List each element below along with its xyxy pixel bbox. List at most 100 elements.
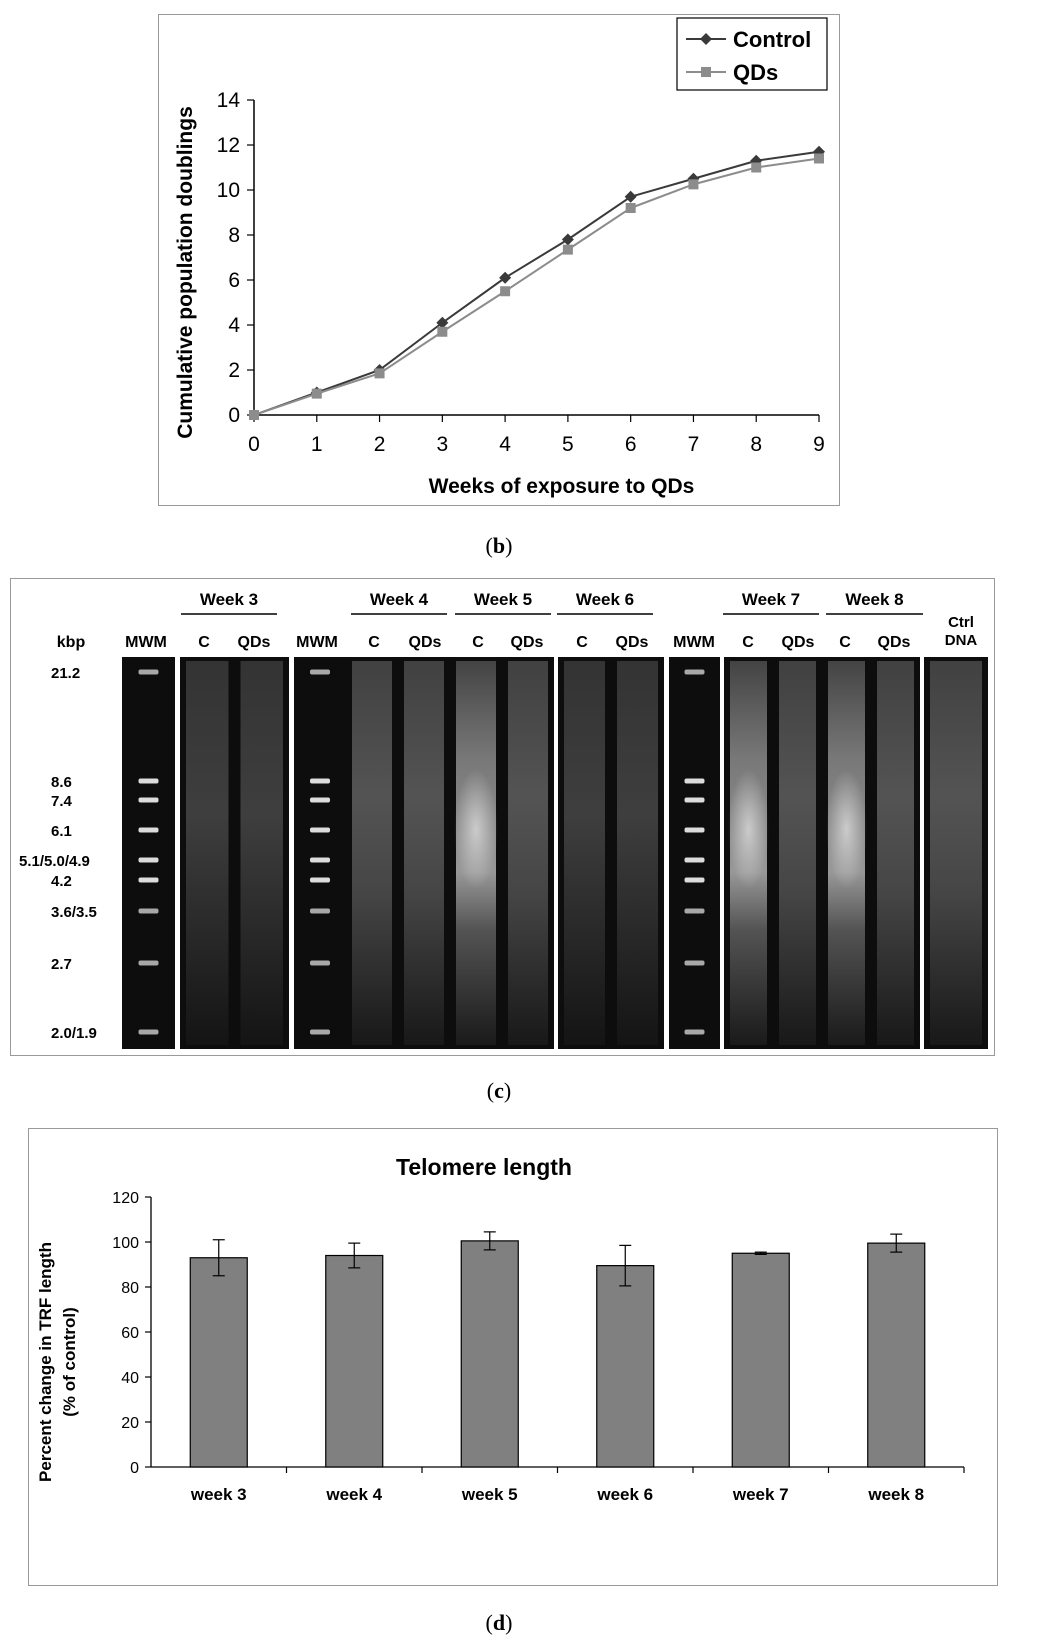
x-tick-label: 6 xyxy=(625,433,637,456)
lane-label: MWM xyxy=(673,634,715,651)
ladder-band xyxy=(138,877,159,883)
bar xyxy=(596,1265,655,1468)
ladder-band xyxy=(310,1029,330,1035)
series-control xyxy=(248,145,825,421)
y-tick-label: 0 xyxy=(228,404,240,427)
x-tick-label: 2 xyxy=(374,433,386,456)
data-point-square xyxy=(374,368,385,379)
caption-d: (d) xyxy=(485,1610,513,1635)
gel-block xyxy=(180,657,289,1049)
ladder-band xyxy=(138,1029,159,1035)
legend-box xyxy=(676,17,828,91)
x-tick-label: 3 xyxy=(436,433,448,456)
data-point-diamond xyxy=(624,190,637,203)
y-tick-label: 120 xyxy=(112,1190,139,1207)
ladder-size-label: 4.2 xyxy=(51,873,72,890)
gel-block xyxy=(558,657,664,1049)
category-label: week 3 xyxy=(190,1485,247,1504)
dna-smear xyxy=(877,661,914,1045)
lane-label: C xyxy=(839,634,851,651)
ladder-size-label: 2.0/1.9 xyxy=(51,1025,97,1042)
category-label: week 4 xyxy=(325,1485,382,1504)
data-point-square xyxy=(814,153,824,164)
dna-smear xyxy=(930,661,982,1045)
ladder-band xyxy=(138,669,159,675)
caption-b: (b) xyxy=(485,533,513,558)
group-label: Week 7 xyxy=(742,590,800,609)
ladder-size-label: 2.7 xyxy=(51,956,72,973)
ladder-band xyxy=(684,908,705,914)
dna-smear xyxy=(617,661,658,1045)
group-label: Week 3 xyxy=(200,590,258,609)
panel-c-gel-image: Week 3 Week 4 Week 5 Week 6 Week 7 Week 8 kbp M… xyxy=(10,578,995,1056)
ladder-band xyxy=(138,857,159,863)
y-tick-label: 0 xyxy=(130,1460,139,1477)
panel-d-bar-chart: Telomere length 0 20 40 60 80 100 120 week 3 week… xyxy=(28,1128,998,1586)
dna-smear xyxy=(404,661,444,1045)
ladder-size-label: 7.4 xyxy=(51,793,73,810)
category-label: week 6 xyxy=(596,1485,653,1504)
ladder-band xyxy=(310,960,330,966)
y-tick-label: 12 xyxy=(217,134,240,157)
y-tick-label: 8 xyxy=(228,224,240,247)
ladder-size-label: 6.1 xyxy=(51,823,72,840)
bar xyxy=(460,1240,519,1468)
ladder-band xyxy=(684,857,705,863)
data-point-square xyxy=(751,162,762,173)
data-point-square xyxy=(249,410,259,420)
ladder-size-label: 3.6/3.5 xyxy=(51,904,97,921)
ladder-band xyxy=(310,857,330,863)
ladder-size-label: 21.2 xyxy=(51,665,80,682)
group-label: Week 5 xyxy=(474,590,532,609)
x-tick-label: 1 xyxy=(311,433,323,456)
x-tick-label: 9 xyxy=(813,433,825,456)
lane-label: C xyxy=(742,634,754,651)
y-tick-label: 2 xyxy=(228,359,240,382)
panel-b-line-chart: 0 2 4 6 8 10 12 14 0 1 2 3 4 5 6 7 8 9 Weeks of exposure t… xyxy=(158,14,840,506)
ctrl-dna-label: Ctrl xyxy=(948,614,974,631)
dna-smear-glow xyxy=(826,769,867,889)
gel-block xyxy=(669,657,720,1049)
y-tick-label: 100 xyxy=(112,1235,139,1252)
ladder-band xyxy=(138,908,159,914)
dna-smear xyxy=(508,661,548,1045)
x-tick-label: 7 xyxy=(688,433,700,456)
ladder-band xyxy=(310,877,330,883)
chart-title: Telomere length xyxy=(396,1154,572,1180)
data-point-diamond xyxy=(700,33,712,45)
ladder-band xyxy=(684,1029,705,1035)
x-axis-label: Weeks of exposure to QDs xyxy=(429,475,695,498)
x-tick-label: 8 xyxy=(750,433,762,456)
ladder-size-label: 8.6 xyxy=(51,774,72,791)
lane-label: C xyxy=(576,634,588,651)
data-point-square xyxy=(701,67,711,77)
lane-label: MWM xyxy=(125,634,167,651)
lane-label: C xyxy=(368,634,380,651)
dna-smear xyxy=(186,661,229,1045)
data-point-square xyxy=(625,203,636,213)
data-point-square xyxy=(688,179,699,190)
group-label: Week 6 xyxy=(576,590,634,609)
series-line xyxy=(253,150,820,416)
group-label: Week 4 xyxy=(370,590,429,609)
gel-svg: Week 3 Week 4 Week 5 Week 6 Week 7 Week 8 kbp M… xyxy=(19,590,988,1049)
lane-label: QDs xyxy=(409,634,442,651)
dna-smear xyxy=(240,661,283,1045)
data-point-diamond xyxy=(561,233,574,246)
gel-block xyxy=(122,657,175,1049)
ladder-size-label: 5.1/5.0/4.9 xyxy=(19,853,90,870)
lane-label: QDs xyxy=(616,634,649,651)
caption-c: (c) xyxy=(486,1078,512,1103)
lane-label: QDs xyxy=(878,634,911,651)
bar xyxy=(189,1257,248,1468)
ladder-band xyxy=(138,797,159,803)
lane-label: QDs xyxy=(782,634,815,651)
x-tick-label: 5 xyxy=(562,433,574,456)
bar xyxy=(325,1254,384,1468)
ladder-band xyxy=(138,827,159,833)
data-point-square xyxy=(562,244,573,255)
bar-chart-svg: Telomere length 0 20 40 60 80 100 120 week 3 week… xyxy=(36,1154,965,1504)
gel-block xyxy=(724,657,920,1049)
ladder-band xyxy=(310,797,330,803)
y-tick-label: 40 xyxy=(121,1370,139,1387)
